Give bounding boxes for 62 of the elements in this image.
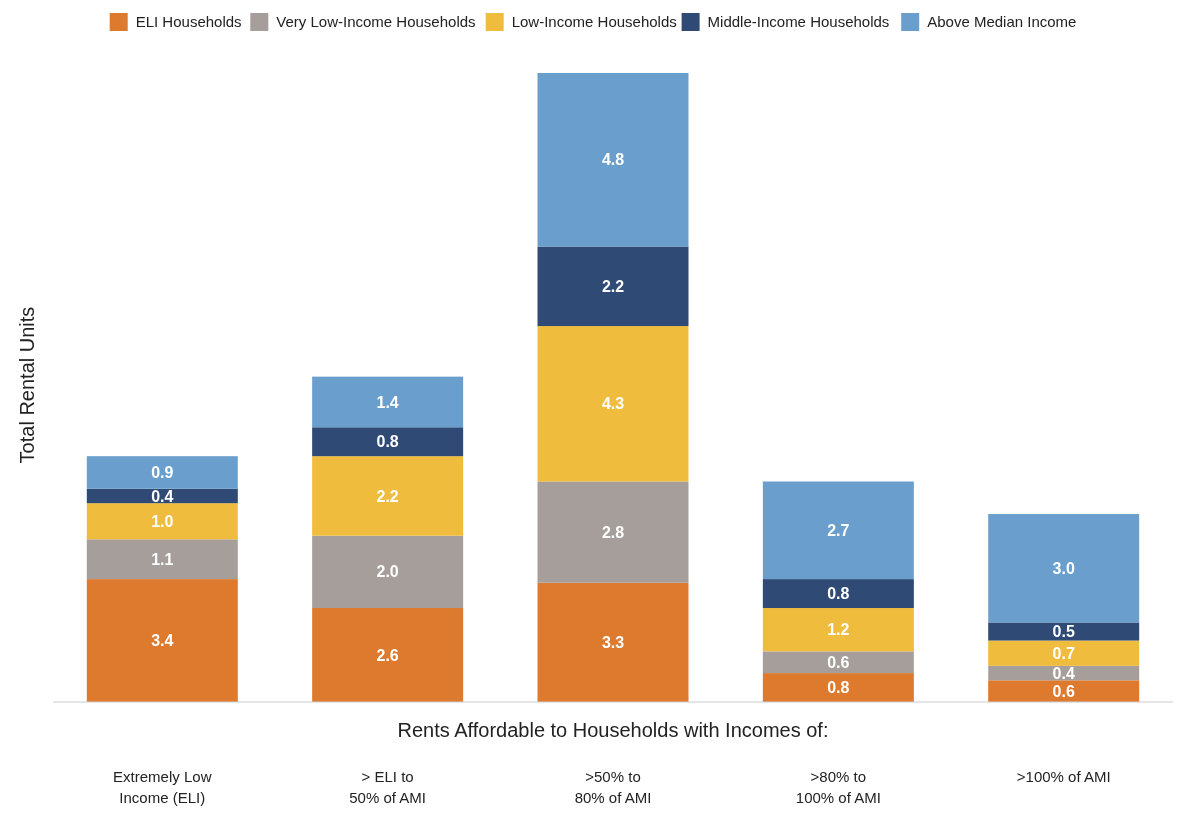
data-label: 0.4	[151, 487, 174, 505]
data-label: 0.9	[151, 464, 174, 482]
data-label: 3.0	[1052, 559, 1075, 577]
bar	[312, 608, 464, 702]
bar	[537, 481, 689, 583]
data-label: 0.6	[1052, 682, 1075, 700]
bar	[86, 456, 238, 489]
data-label: 1.0	[151, 512, 174, 530]
bar	[312, 376, 464, 428]
data-label: 0.8	[827, 585, 850, 603]
bar	[312, 535, 464, 609]
bar	[86, 539, 238, 580]
bar	[988, 622, 1140, 641]
data-label: 2.0	[376, 563, 399, 581]
y-axis-title: Total Rental Units	[16, 306, 38, 464]
data-label: 0.6	[827, 653, 850, 671]
data-label: 3.4	[151, 632, 174, 650]
bar	[86, 488, 238, 504]
legend-label: Above Median Income	[927, 13, 1077, 31]
data-label: 4.8	[601, 151, 625, 169]
bar	[762, 579, 914, 609]
data-label: 2.6	[376, 646, 399, 664]
bar	[312, 427, 464, 457]
bar	[312, 456, 464, 536]
data-label: 0.7	[1052, 644, 1075, 662]
data-label: 4.3	[601, 395, 625, 413]
bar	[762, 481, 914, 580]
x-tick-label: > ELI to 50% of AMI	[349, 768, 427, 806]
data-label: 0.8	[376, 433, 399, 451]
bar	[762, 608, 914, 652]
bar	[762, 651, 914, 674]
data-label: 0.5	[1052, 623, 1075, 641]
bar	[537, 246, 689, 327]
data-label: 1.4	[376, 393, 399, 411]
data-label: 3.3	[601, 633, 625, 651]
bar	[537, 582, 689, 702]
bar	[988, 640, 1140, 666]
data-label: 2.2	[601, 277, 625, 295]
legend-label: Very Low-Income Households	[276, 13, 476, 31]
data-label: 2.2	[376, 487, 399, 505]
bar	[762, 673, 914, 702]
data-label: 0.8	[827, 679, 850, 697]
bar	[86, 579, 238, 702]
data-label: 2.7	[827, 521, 850, 539]
x-tick-label: >80% to 100% of AMI	[795, 768, 881, 806]
bar	[988, 665, 1140, 681]
bar	[537, 73, 689, 247]
x-tick-label: >100% of AMI	[1016, 768, 1111, 785]
bar	[988, 680, 1140, 702]
legend-label: Middle-Income Households	[707, 13, 890, 31]
legend-label: ELI Households	[135, 13, 242, 31]
data-label: 0.4	[1052, 664, 1075, 682]
bar	[988, 514, 1140, 623]
legend-label: Low-Income Households	[511, 13, 677, 31]
x-axis-title: Rents Affordable to Households with Incomes of:	[397, 719, 829, 741]
data-label: 1.2	[827, 621, 850, 639]
data-label: 1.1	[151, 550, 174, 568]
x-tick-label: Extremely Low Income (ELI)	[113, 768, 212, 806]
bar	[537, 326, 689, 482]
x-tick-label: >50% to 80% of AMI	[574, 768, 652, 806]
bar	[86, 503, 238, 540]
data-label: 2.8	[601, 523, 625, 541]
